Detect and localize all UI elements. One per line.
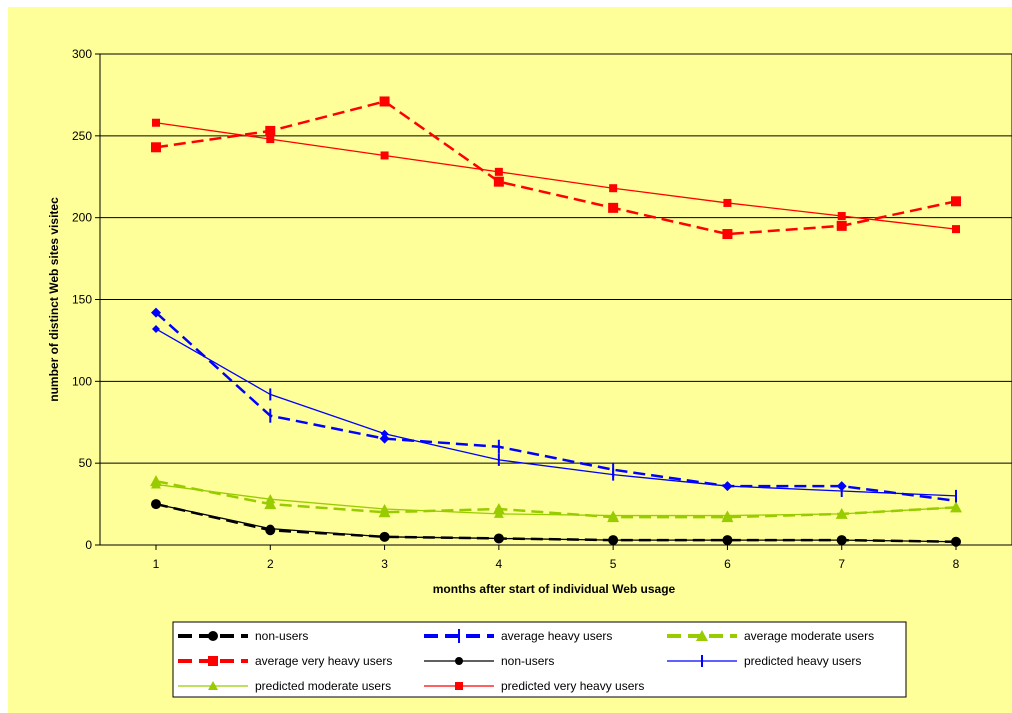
legend-marker-0 — [208, 631, 218, 641]
data-point — [266, 135, 275, 144]
legend-label-6: predicted moderate users — [255, 679, 391, 693]
legend-item-2: average moderate users — [667, 629, 874, 643]
legend-label-1: average heavy users — [501, 629, 612, 643]
data-point — [493, 508, 504, 518]
legend-box — [172, 621, 907, 698]
data-point — [380, 532, 389, 541]
data-point — [723, 482, 732, 491]
data-point — [837, 212, 846, 221]
data-point — [265, 494, 276, 504]
legend-marker-7 — [455, 682, 463, 690]
data-point — [380, 429, 389, 438]
x-tick-label: 1 — [153, 557, 160, 571]
x-tick-label: 3 — [381, 557, 388, 571]
series-7 — [152, 118, 960, 234]
series-line-3 — [155, 100, 957, 236]
grid — [100, 135, 1012, 464]
data-point — [951, 196, 961, 207]
x-tick-label: 5 — [610, 557, 617, 571]
data-point — [722, 510, 733, 520]
series-line-0 — [155, 502, 957, 543]
series-line-6 — [155, 483, 957, 517]
legend-label-2: average moderate users — [744, 629, 874, 643]
data-point — [152, 500, 160, 509]
data-point — [379, 433, 390, 444]
data-point — [151, 307, 161, 318]
data-point — [952, 537, 960, 546]
legend-marker-6 — [208, 681, 218, 690]
data-point — [723, 536, 732, 545]
data-point — [951, 502, 961, 512]
series-line-7 — [155, 122, 957, 230]
x-axis-title: months after start of individual Web usa… — [433, 582, 676, 596]
data-point — [152, 118, 160, 127]
data-point — [494, 534, 503, 543]
data-point — [265, 125, 276, 136]
legend-label-3: average very heavy users — [255, 654, 392, 668]
x-tick-label: 6 — [724, 557, 731, 571]
legend-marker-4 — [455, 657, 463, 665]
data-point — [379, 96, 390, 107]
data-point — [608, 510, 619, 520]
data-point — [723, 198, 732, 207]
legend-item-7: predicted very heavy users — [424, 679, 644, 693]
data-point — [836, 220, 847, 231]
series-6 — [151, 479, 961, 520]
data-point — [379, 503, 390, 513]
data-point — [837, 536, 846, 545]
legend-item-0: non-users — [178, 629, 308, 643]
y-tick-label: 250 — [72, 129, 92, 143]
legend-marker-3 — [208, 656, 218, 666]
data-point — [266, 524, 275, 533]
x-tick-label: 4 — [496, 557, 503, 571]
x-tick-label: 7 — [838, 557, 845, 571]
y-tick-label: 200 — [72, 211, 92, 225]
y-axis-title: number of distinct Web sites visitec — [47, 197, 61, 402]
legend-label-4: non-users — [501, 654, 554, 668]
x-tick-label: 8 — [953, 557, 960, 571]
series-1 — [151, 307, 957, 508]
legend-label-5: predicted heavy users — [744, 654, 861, 668]
data-point — [836, 508, 847, 518]
legend-marker-2 — [696, 630, 708, 641]
legend-item-4: non-users — [424, 654, 554, 668]
data-point — [609, 184, 618, 193]
series-line-4 — [155, 503, 957, 543]
y-tick-label: 50 — [79, 456, 93, 470]
series-line-5 — [155, 328, 957, 497]
legend-item-1: average heavy users — [424, 629, 612, 643]
y-tick-label: 150 — [72, 293, 92, 307]
data-point — [151, 479, 161, 489]
data-point — [152, 324, 160, 333]
legend-item-5: predicted heavy users — [667, 654, 861, 668]
data-point — [494, 167, 503, 176]
data-point — [952, 225, 960, 234]
y-tick-label: 100 — [72, 374, 92, 388]
data-point — [608, 202, 619, 213]
data-point — [492, 502, 505, 514]
legend-label-7: predicted very heavy users — [501, 679, 644, 693]
data-point — [722, 229, 733, 240]
legend-label-0: non-users — [255, 629, 308, 643]
x-tick-label: 2 — [267, 557, 274, 571]
series-5 — [152, 324, 957, 502]
chart-area — [8, 7, 1012, 713]
series-line-1 — [155, 311, 957, 503]
data-point — [493, 176, 504, 187]
data-point — [264, 498, 277, 510]
data-point — [151, 142, 161, 153]
legend-item-6: predicted moderate users — [178, 679, 391, 693]
data-point — [380, 151, 389, 160]
axes-layer: 0 50 100 150 200 250 300 1 2 3 4 5 6 7 8 — [72, 47, 960, 571]
legend: non-users average heavy users average mode… — [178, 629, 874, 693]
series-layer — [150, 96, 962, 547]
series-3 — [151, 96, 961, 240]
series-4 — [152, 500, 960, 546]
y-tick-label: 300 — [72, 47, 92, 61]
data-point — [609, 536, 618, 545]
legend-item-3: average very heavy users — [178, 654, 392, 668]
y-tick-label: 0 — [85, 538, 92, 552]
